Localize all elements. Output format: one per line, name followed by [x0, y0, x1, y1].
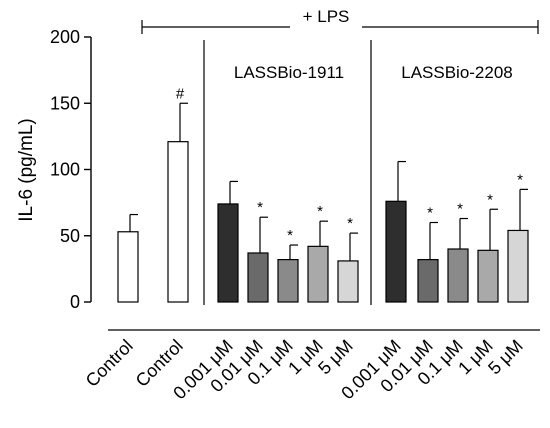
bar-6	[337, 260, 359, 303]
bar-2	[217, 203, 239, 303]
y-tick-label: 0	[70, 292, 80, 312]
bar-7	[385, 200, 407, 303]
bar-0	[117, 231, 139, 303]
group-title-lassbio-1911: LASSBio-1911	[234, 63, 344, 82]
y-tick-label: 50	[60, 226, 80, 246]
y-tick-label: 150	[50, 93, 80, 113]
significance-mark-5: *	[317, 203, 323, 220]
significance-mark-6: *	[347, 215, 353, 232]
lps-label: + LPS	[303, 7, 350, 26]
bar-8	[417, 259, 439, 303]
x-tick-label: 5 μM	[484, 336, 527, 379]
significance-mark-3: *	[257, 199, 263, 216]
bar-3	[247, 252, 269, 303]
bar-5	[307, 245, 329, 303]
group-title-lassbio-2208: LASSBio-2208	[401, 63, 513, 82]
x-tick-label: 5 μM	[314, 336, 357, 379]
significance-mark-8: *	[427, 205, 433, 222]
significance-mark-4: *	[287, 227, 293, 244]
y-axis-label: IL-6 (pg/mL)	[16, 118, 37, 221]
significance-mark-10: *	[487, 191, 493, 208]
y-tick-label: 100	[50, 160, 80, 180]
bar-9	[447, 248, 469, 303]
y-axis-ticks: 0 50 100 150 200	[50, 27, 91, 312]
significance-mark-1: #	[176, 85, 185, 102]
bar-4	[277, 259, 299, 303]
bar-1	[167, 141, 189, 303]
significance-mark-11: *	[517, 171, 523, 188]
y-tick-label: 200	[50, 27, 80, 47]
lps-label-bg	[290, 8, 362, 30]
x-tick-label: Control	[82, 336, 137, 391]
bar-10	[477, 249, 499, 303]
bars: # * * * * * * * *	[117, 85, 529, 303]
significance-mark-9: *	[457, 201, 463, 218]
bar-11	[507, 229, 529, 303]
